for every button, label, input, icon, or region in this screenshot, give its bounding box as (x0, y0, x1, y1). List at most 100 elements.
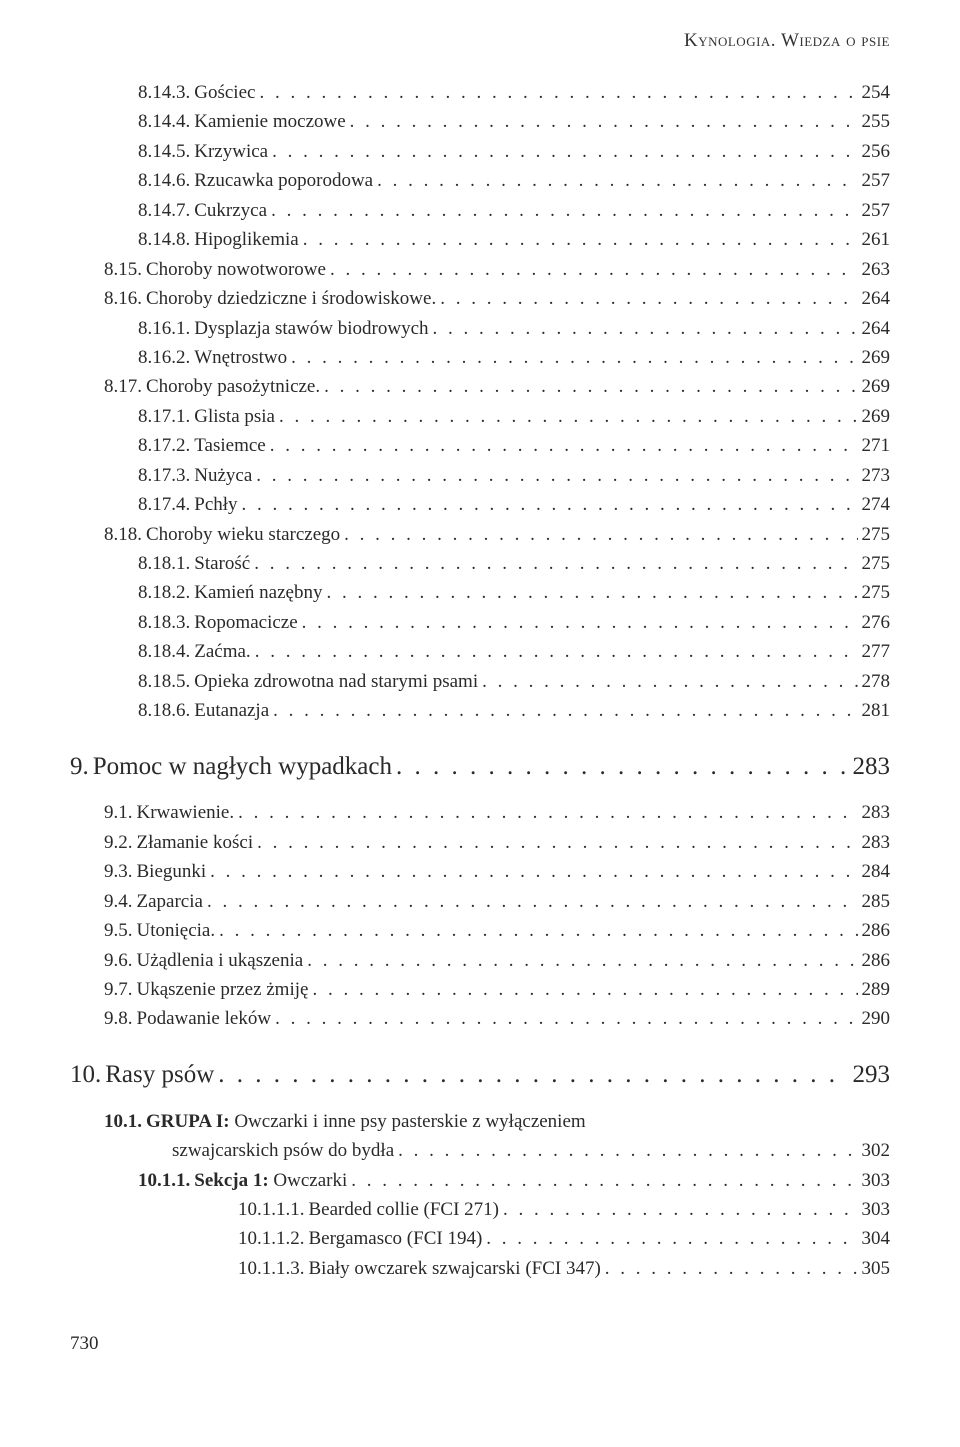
toc-page: 284 (862, 857, 891, 886)
toc-dots (398, 1136, 857, 1165)
toc-entry: 8.14.3. Gościec254 (70, 78, 890, 107)
toc-title: Rzucawka poporodowa (194, 166, 373, 195)
toc-entry: 10.1.1. Sekcja 1: Owczarki 303 (70, 1166, 890, 1195)
toc-dots (605, 1254, 858, 1283)
toc-num: 8.17. (104, 372, 142, 401)
toc-title: Kamień nazębny (194, 578, 322, 607)
toc-title: Zaćma. (194, 637, 250, 666)
toc-num: 9.5. (104, 916, 133, 945)
toc-dots (291, 343, 857, 372)
toc-title: Choroby pasożytnicze. (146, 372, 320, 401)
toc-page: 273 (862, 461, 891, 490)
toc-dots (270, 431, 858, 460)
toc-entry: 8.18.4. Zaćma.277 (70, 637, 890, 666)
toc-entry: 8.17.4. Pchły274 (70, 490, 890, 519)
toc-num: 8.14.5. (138, 137, 190, 166)
toc-dots (210, 857, 857, 886)
toc-page: 256 (862, 137, 891, 166)
toc-page: 269 (862, 402, 891, 431)
toc-title: Eutanazja (194, 696, 269, 725)
toc-dots (256, 461, 857, 490)
toc-dots (271, 196, 857, 225)
toc-dots (272, 137, 857, 166)
toc-num: 9.2. (104, 828, 133, 857)
toc-dots (219, 916, 857, 945)
toc-page: 278 (862, 667, 891, 696)
toc-page: 283 (862, 798, 891, 827)
toc-page: 303 (862, 1166, 891, 1195)
toc-title: Biały owczarek szwajcarski (FCI 347) (309, 1254, 601, 1283)
toc-entry: 8.17.1. Glista psia269 (70, 402, 890, 431)
toc-num: 8.14.3. (138, 78, 190, 107)
chapter-title: Pomoc w nagłych wypadkach (93, 748, 392, 787)
toc-title: Biegunki (137, 857, 207, 886)
toc-num: 8.14.4. (138, 107, 190, 136)
toc-entry: 9.1. Krwawienie.283 (70, 798, 890, 827)
toc-title: Ukąszenie przez żmiję (137, 975, 309, 1004)
toc-entry: 10.1.1.1. Bearded collie (FCI 271)303 (70, 1195, 890, 1224)
toc-entry: 8.17. Choroby pasożytnicze. 269 (70, 372, 890, 401)
toc-entry: 8.17.3. Nużyca273 (70, 461, 890, 490)
toc-title: Starość (194, 549, 250, 578)
toc-num: 9.4. (104, 887, 133, 916)
chapter-9: 9. Pomoc w nagłych wypadkach 283 (70, 748, 890, 787)
toc-num: 10.1.1. (138, 1166, 190, 1195)
toc-entry: 8.18.3. Ropomacicze276 (70, 608, 890, 637)
toc-title: Ropomacicze (194, 608, 297, 637)
toc-dots (255, 637, 858, 666)
toc-page: 275 (862, 520, 891, 549)
toc-entry: 8.16.2. Wnętrostwo269 (70, 343, 890, 372)
toc-title-cont: szwajcarskich psów do bydła (172, 1136, 394, 1165)
toc-entry: 8.18.2. Kamień nazębny275 (70, 578, 890, 607)
toc-dots (326, 578, 857, 607)
toc-title: Pchły (194, 490, 237, 519)
toc-entry: 8.18.5. Opieka zdrowotna nad starymi psa… (70, 667, 890, 696)
toc-page: 271 (862, 431, 891, 460)
toc-num: 10.1.1.1. (238, 1195, 305, 1224)
toc-entry: 8.14.7. Cukrzyca257 (70, 196, 890, 225)
toc-page: 283 (862, 828, 891, 857)
toc-page: 302 (862, 1136, 891, 1165)
toc-num: 8.18.5. (138, 667, 190, 696)
toc-entry: 10.1. GRUPA I: Owczarki i inne psy paste… (70, 1107, 890, 1136)
toc-num: 8.14.7. (138, 196, 190, 225)
toc-page: 257 (862, 196, 891, 225)
toc-num: 8.16. (104, 284, 142, 313)
toc-dots (257, 828, 857, 857)
toc-num: 8.18.6. (138, 696, 190, 725)
chapter-title: Rasy psów (105, 1056, 214, 1095)
toc-dots (330, 255, 858, 284)
toc-title: Utonięcia. (137, 916, 216, 945)
toc-page: 305 (862, 1254, 891, 1283)
toc-page: 286 (862, 916, 891, 945)
toc-page: 286 (862, 946, 891, 975)
toc-title: Bergamasco (FCI 194) (309, 1224, 483, 1253)
toc-page: 264 (862, 284, 891, 313)
toc-entry: 9.6. Użądlenia i ukąszenia286 (70, 946, 890, 975)
toc-title: Wnętrostwo (194, 343, 287, 372)
toc-dots (218, 1056, 848, 1095)
toc-num: 8.17.4. (138, 490, 190, 519)
toc-num: 8.18. (104, 520, 142, 549)
toc-num: 8.14.8. (138, 225, 190, 254)
toc-dots (351, 1166, 857, 1195)
toc-title: Choroby nowotworowe (146, 255, 326, 284)
toc-dots (303, 225, 858, 254)
toc-num: 9.8. (104, 1004, 133, 1033)
toc-entry: 9.7. Ukąszenie przez żmiję289 (70, 975, 890, 1004)
toc-entry: 9.8. Podawanie leków290 (70, 1004, 890, 1033)
toc-page: 275 (862, 578, 891, 607)
toc-entry: 8.14.5. Krzywica256 (70, 137, 890, 166)
toc-num: 9.7. (104, 975, 133, 1004)
toc-title: Sekcja 1: Owczarki (194, 1166, 347, 1195)
chapter-num: 9. (70, 748, 89, 787)
toc-page: 255 (862, 107, 891, 136)
toc-title: Dysplazja stawów biodrowych (194, 314, 428, 343)
toc-dots (324, 372, 857, 401)
chapter-page: 293 (853, 1056, 891, 1095)
toc-page: 285 (862, 887, 891, 916)
toc-dots (273, 696, 857, 725)
toc-page: 269 (862, 372, 891, 401)
toc-title: Podawanie leków (137, 1004, 272, 1033)
toc-num: 9.1. (104, 798, 133, 827)
